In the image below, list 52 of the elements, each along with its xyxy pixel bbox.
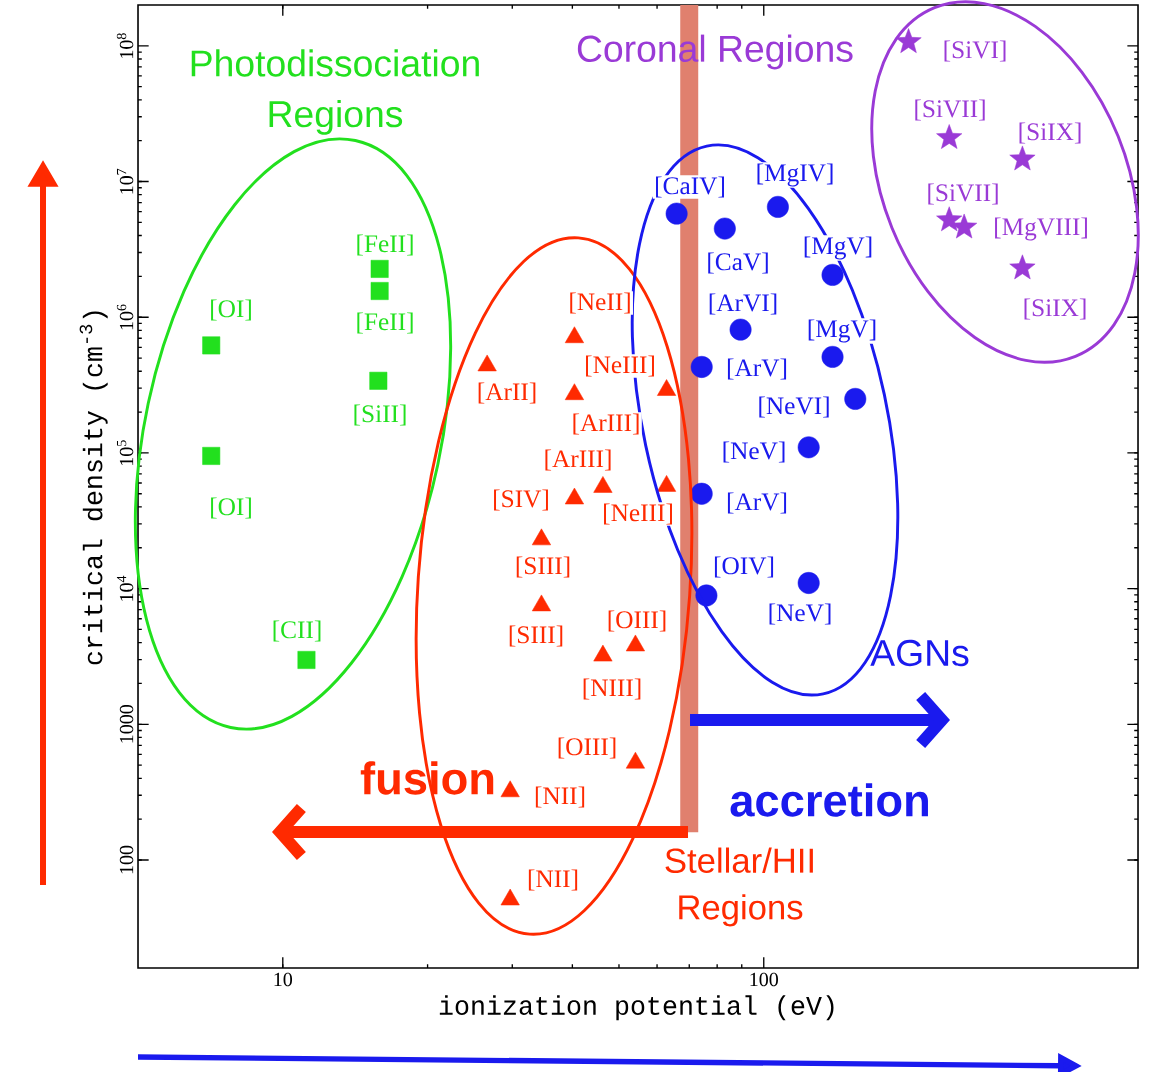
annotation: [MgV] [808, 319, 876, 343]
x-axis-title: ionization potential (eV) [439, 995, 834, 1021]
annotation: [NIII] [583, 678, 641, 700]
annotation: [OIII] [608, 610, 666, 632]
annotation: [NII] [535, 786, 585, 808]
annotation: [NeII] [570, 292, 630, 314]
annotation: [CaV] [708, 252, 768, 274]
y-tick-label: 10$^{6}$ [116, 304, 134, 330]
annotation: Photodissociation Regions [191, 49, 479, 135]
annotation: [ArIII] [573, 413, 639, 435]
annotation: [FeII] [357, 312, 413, 334]
y-axis-title: critical density (cm$^{-3}$) [79, 311, 108, 665]
y-tick-label: 100 [119, 845, 134, 874]
annotation: [MgVIII] [995, 217, 1087, 241]
annotation: [NeV] [723, 441, 785, 463]
annotation: [NeIII] [586, 355, 654, 377]
annotation: [SiII] [354, 404, 406, 426]
annotation: [ArII] [478, 382, 536, 404]
annotation: [CaIV] [656, 176, 724, 198]
annotation: [OI] [211, 299, 251, 321]
annotation: Stellar/HII Regions [665, 847, 813, 927]
annotation: [SiIX] [1024, 298, 1086, 320]
annotation: [ArVI] [709, 293, 777, 315]
annotation: [ArV] [727, 492, 787, 514]
annotation: [NeIII] [604, 503, 672, 525]
y-tick-label: 10$^{7}$ [116, 168, 134, 194]
annotation: AGNs [870, 639, 969, 667]
annotation: [OI] [211, 497, 251, 519]
annotation: [SiVII] [928, 183, 998, 205]
y-tick-label: 10$^{5}$ [116, 440, 134, 465]
annotation: [MgV] [804, 236, 872, 260]
annotation: [SiVII] [915, 99, 985, 121]
annotation: [FeII] [357, 234, 413, 256]
y-tick-label: 10$^{8}$ [116, 33, 134, 58]
annotation: [ArV] [727, 358, 787, 380]
annotation: [ArIII] [545, 449, 611, 471]
annotation: [SIV] [494, 489, 548, 511]
annotation: [SiVI] [944, 40, 1006, 62]
x-tick-label: 10 [274, 972, 293, 987]
annotation: [NII] [528, 869, 578, 891]
annotation: [MgIV] [757, 163, 833, 187]
y-tick-label: 1000 [119, 705, 134, 743]
annotation: [CII] [273, 620, 321, 642]
annotation: [SiIX] [1019, 122, 1081, 144]
annotation: [NeV] [769, 603, 831, 625]
annotation: [OIII] [558, 737, 616, 759]
annotation: [OIV] [714, 556, 774, 578]
annotation: accretion [730, 783, 928, 817]
y-tick-label: 10$^{4}$ [116, 575, 134, 601]
annotation: [SIII] [516, 556, 570, 578]
annotation: [NeVI] [759, 396, 829, 418]
annotation: [SIII] [509, 625, 563, 647]
